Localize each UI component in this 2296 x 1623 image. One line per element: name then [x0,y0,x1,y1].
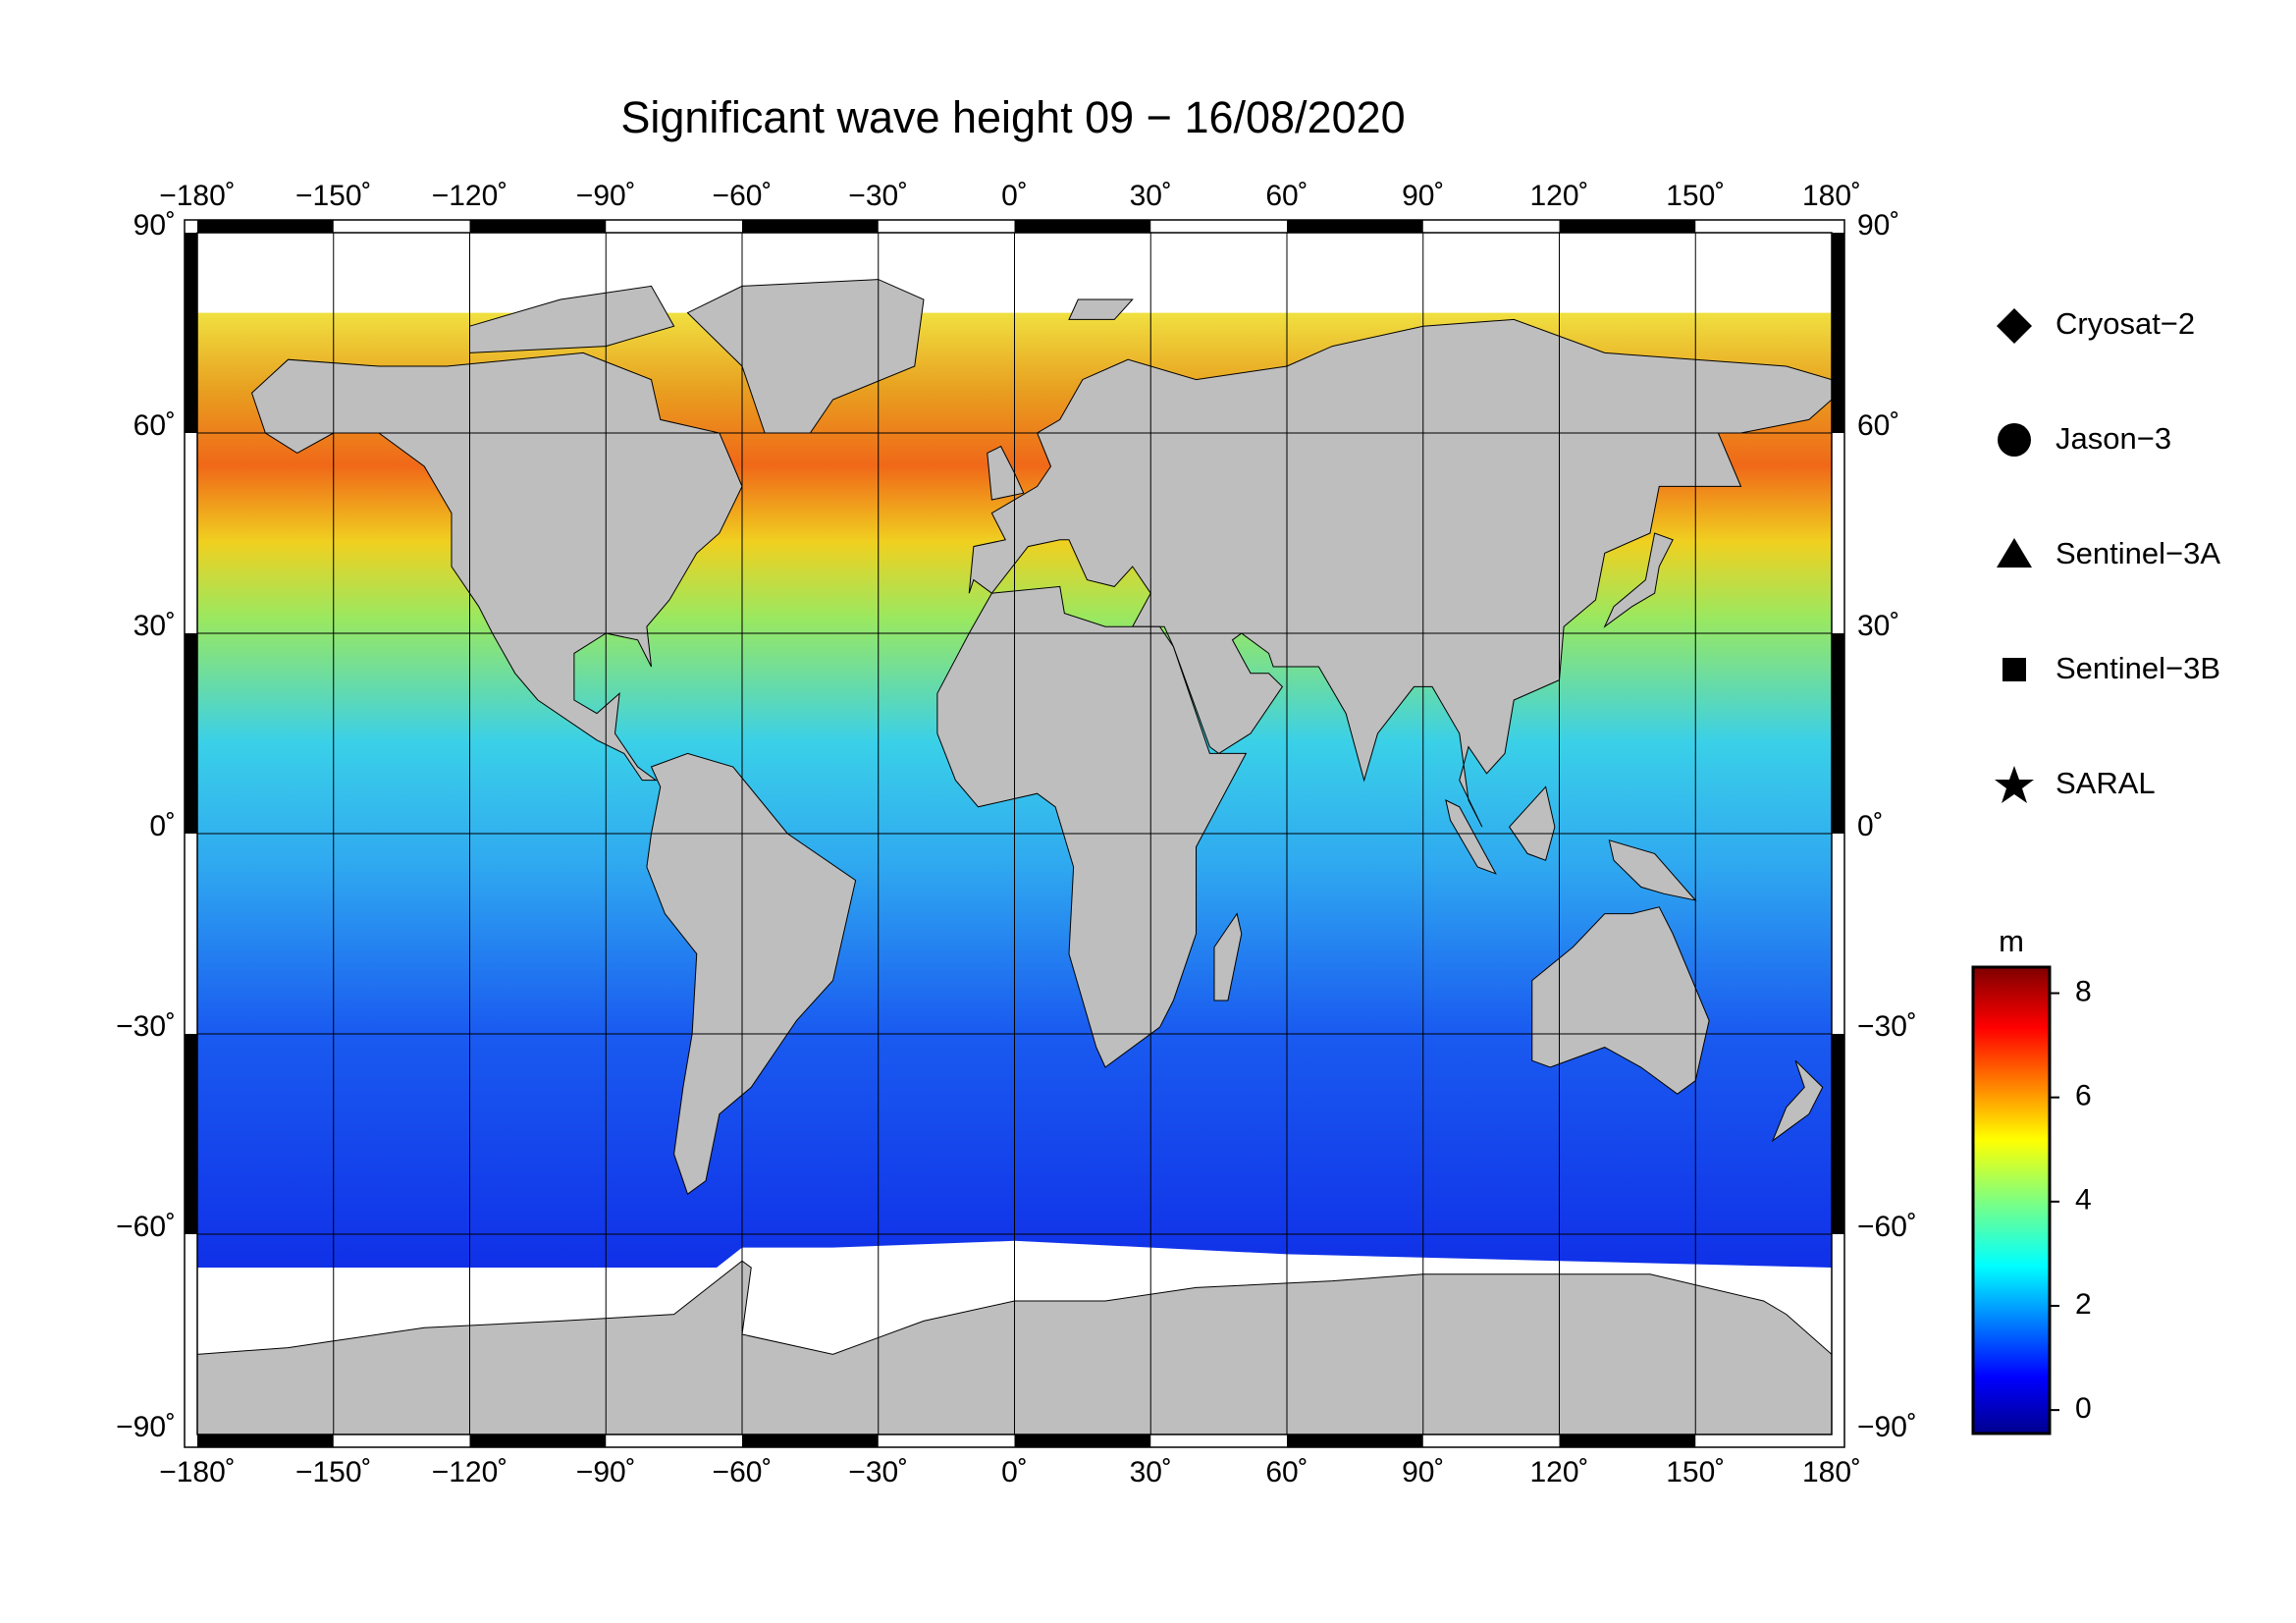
colorbar-tick-label: 2 [2075,1288,2092,1321]
frame-bar [469,220,607,233]
y-tick-label: −90˚ [116,1411,176,1443]
frame-bar [197,220,334,233]
x-tick-label: −120˚ [432,180,508,212]
x-tick-label: −150˚ [295,1456,372,1488]
y-tick-label: 0˚ [1857,810,1884,842]
star-symbol [1995,766,2034,803]
x-tick-label: 0˚ [1001,180,1028,212]
land [252,280,1832,1195]
x-tick-label: −90˚ [576,180,636,212]
x-tick-label: 90˚ [1402,180,1444,212]
frame-bar [1832,1034,1844,1234]
frame-bar [185,1034,197,1234]
y-tick-label: 0˚ [149,810,176,842]
south-america [647,753,856,1194]
colorbar-tick-label: 4 [2075,1184,2092,1217]
sumatra [1446,800,1496,874]
x-tick-label: 0˚ [1001,1456,1028,1488]
colorbar-tick-label: 8 [2075,975,2092,1007]
legend-label: SARAL [2056,766,2156,800]
legend-label: Sentinel−3A [2056,536,2220,570]
x-tick-label: −120˚ [432,1456,508,1488]
frame-bar [742,1434,879,1447]
y-tick-label: −30˚ [116,1010,176,1043]
new-guinea [1609,840,1695,900]
greenland [688,280,925,433]
diamond-symbol [1997,308,2032,344]
x-tick-label: 120˚ [1529,180,1588,212]
x-tick-label: 180˚ [1802,1456,1861,1488]
square-symbol [2002,658,2026,681]
madagascar [1214,914,1242,1001]
frame-bar [1014,1434,1151,1447]
x-tick-label: 30˚ [1130,1456,1172,1488]
north-america [252,352,743,780]
y-tick-label: 30˚ [133,610,176,642]
x-tick-label: −30˚ [848,1456,908,1488]
frame-bar [1287,1434,1423,1447]
x-tick-label: −150˚ [295,180,372,212]
x-tick-label: −180˚ [159,1456,236,1488]
y-tick-label: 90˚ [1857,209,1899,242]
frame-bar [469,1434,607,1447]
x-tick-label: 90˚ [1402,1456,1444,1488]
frame-bar [742,220,879,233]
frame-bar [1559,220,1696,233]
x-tick-label: −60˚ [713,180,773,212]
y-tick-label: 60˚ [133,409,176,442]
y-tick-label: 30˚ [1857,610,1899,642]
y-tick-label: 60˚ [1857,409,1899,442]
x-tick-label: −180˚ [159,180,236,212]
colorbar [1971,965,2052,1435]
x-tick-label: 150˚ [1666,1456,1725,1488]
colorbar-tick-label: 6 [2075,1080,2092,1112]
x-tick-label: 60˚ [1265,1456,1308,1488]
legend-label: Cryosat−2 [2056,306,2195,341]
frame-bar [1832,633,1844,834]
frame-bar [1559,1434,1696,1447]
y-tick-label: −90˚ [1857,1411,1917,1443]
x-tick-label: 120˚ [1529,1456,1588,1488]
triangle-symbol [1997,538,2032,568]
x-tick-label: 180˚ [1802,180,1861,212]
frame-bar [1014,220,1151,233]
y-tick-label: 90˚ [133,209,176,242]
frame-bar [197,1434,334,1447]
x-tick-label: −60˚ [713,1456,773,1488]
svalbard [1069,299,1133,319]
frame-bar [1832,233,1844,433]
x-tick-label: 30˚ [1130,180,1172,212]
colorbar-tick-label: 0 [2075,1392,2092,1425]
x-tick-label: 60˚ [1265,180,1308,212]
y-tick-label: −60˚ [1857,1211,1917,1243]
frame-bar [185,233,197,433]
japan [1605,533,1673,626]
x-tick-label: 150˚ [1666,180,1725,212]
legend-label: Jason−3 [2056,421,2171,456]
y-tick-label: −30˚ [1857,1010,1917,1043]
legend-symbols [1995,308,2034,803]
frame-bar [1287,220,1423,233]
legend-label: Sentinel−3B [2056,651,2220,685]
colorbar-unit: m [1999,924,2024,958]
x-tick-label: −30˚ [848,180,908,212]
y-tick-label: −60˚ [116,1211,176,1243]
map-title: Significant wave height 09 − 16/08/2020 [620,92,1405,142]
new-zealand [1773,1060,1823,1141]
circle-symbol [1998,423,2031,457]
borneo [1510,786,1555,860]
frame-bar [185,633,197,834]
x-tick-label: −90˚ [576,1456,636,1488]
